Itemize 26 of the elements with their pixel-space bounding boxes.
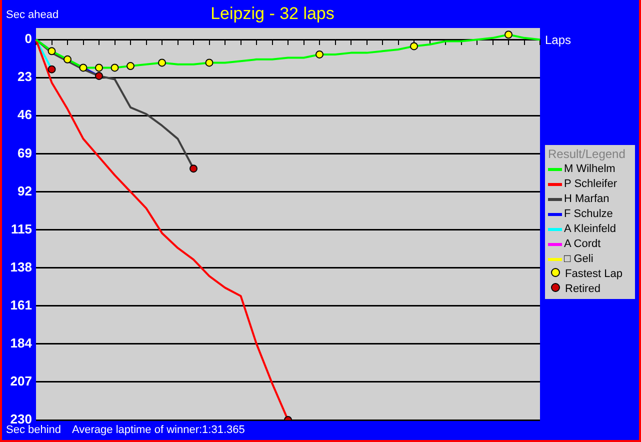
y-tick-label: 46 (18, 107, 32, 122)
chart-title: Leipzig - 32 laps (210, 4, 334, 23)
y-tick-label: 161 (10, 297, 32, 312)
legend-label: A Kleinfeld (564, 223, 616, 235)
legend-label: Fastest Lap (565, 268, 622, 280)
y-tick-label: 184 (10, 335, 33, 350)
y-axis-title: Sec ahead (6, 9, 59, 21)
legend-label: □ Geli (564, 253, 594, 265)
legend-label: P Schleifer (564, 178, 617, 190)
legend-label: M Wilhelm (564, 163, 616, 175)
y-tick-label: 115 (11, 221, 32, 236)
y-tick-label: 0 (24, 31, 32, 46)
y-tick-label: 92 (18, 183, 32, 198)
y-tick-label: 23 (18, 69, 32, 84)
y2-axis-title: Sec behind (6, 424, 62, 436)
legend-label: Retired (565, 283, 600, 295)
legend-label: F Schulze (564, 208, 613, 220)
legend-label: A Cordt (564, 238, 601, 250)
y-tick-label: 69 (18, 145, 32, 160)
x-axis-title: Laps (545, 33, 572, 47)
y-tick-label: 138 (10, 259, 32, 274)
text: Average laptime of winner:1:31.365 (72, 424, 245, 436)
y-tick-label: 230 (10, 412, 32, 427)
y-tick-label: 207 (10, 374, 32, 389)
legend-title: Result/Legend (548, 147, 626, 162)
legend-label: H Marfan (564, 193, 610, 205)
